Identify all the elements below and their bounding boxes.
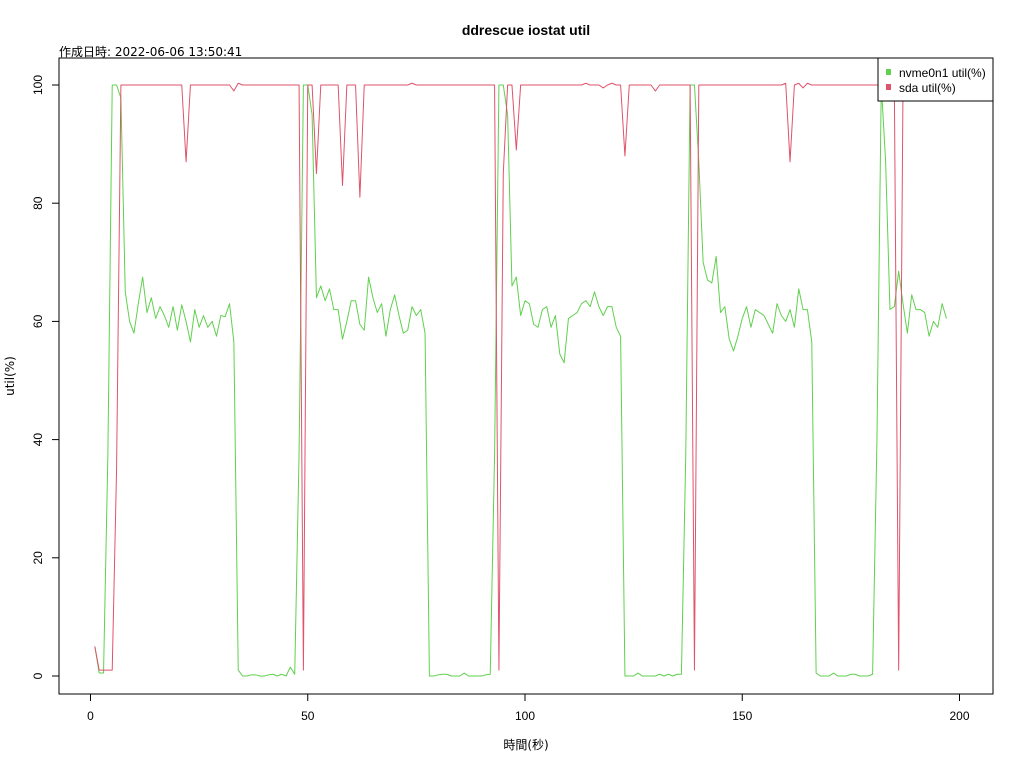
x-tick-label: 150 <box>732 709 752 723</box>
y-tick-label: 80 <box>31 196 45 210</box>
legend-label-sda: sda util(%) <box>899 81 956 95</box>
legend-swatch-nvme <box>886 69 891 75</box>
x-axis-label: 時間(秒) <box>503 738 548 752</box>
legend-swatch-sda <box>886 84 891 90</box>
chart-title: ddrescue iostat util <box>462 22 590 38</box>
x-tick-label: 100 <box>515 709 535 723</box>
x-tick-label: 0 <box>87 709 94 723</box>
legend: nvme0n1 util(%) sda util(%) <box>877 57 994 102</box>
chart-subtitle: 作成日時: 2022-06-06 13:50:41 <box>59 45 242 59</box>
y-tick-label: 0 <box>31 672 45 679</box>
y-axis-label: util(%) <box>3 356 17 396</box>
y-tick-label: 40 <box>31 433 45 447</box>
legend-label-nvme: nvme0n1 util(%) <box>899 66 986 80</box>
y-tick-label: 100 <box>31 75 45 95</box>
x-tick-label: 50 <box>301 709 315 723</box>
series-line-sda <box>94 82 908 671</box>
legend-box <box>877 57 994 102</box>
plot-frame <box>58 57 994 695</box>
series-line-nvme0n1 <box>94 84 947 677</box>
y-axis: 0 20 40 60 80 100 <box>31 75 60 679</box>
y-tick-label: 20 <box>31 551 45 565</box>
x-tick-label: 200 <box>949 709 969 723</box>
y-tick-label: 60 <box>31 314 45 328</box>
x-axis: 0 50 100 150 200 <box>87 693 970 723</box>
series-group <box>94 82 947 677</box>
